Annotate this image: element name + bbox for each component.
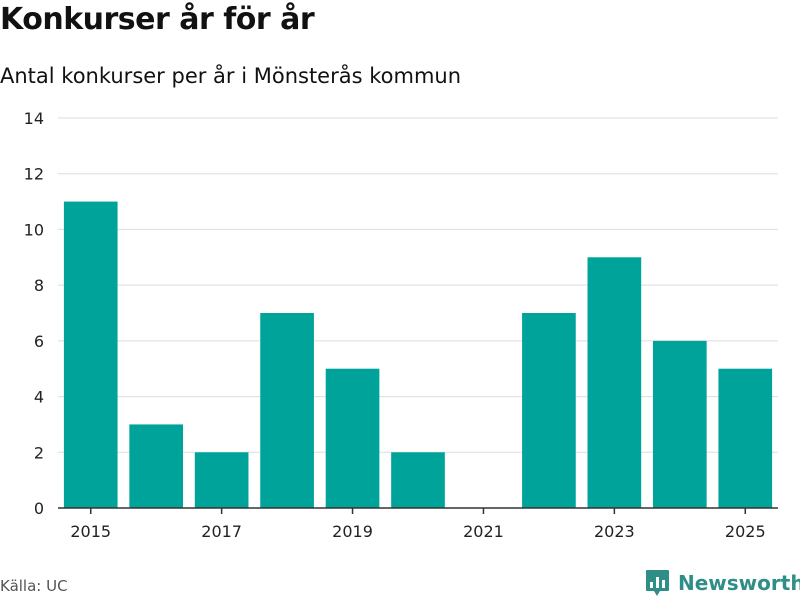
bar-2025 [718,368,773,508]
bar-2024 [652,340,707,508]
bar-2018 [260,313,314,508]
y-tick-label: 14 [24,109,44,128]
bar-2023 [587,257,642,508]
x-tick-label: 2021 [463,522,504,541]
axes [58,507,778,514]
x-tick-label: 2017 [201,522,242,541]
x-tick-label: 2023 [594,522,635,541]
bar-2015 [63,201,118,509]
bars [63,201,773,509]
x-tick-label: 2025 [725,522,766,541]
source-note: Källa: UC [0,577,68,595]
bar-2017 [194,452,249,508]
newsworthy-logo-text: Newsworthy [678,571,800,595]
bar-2016 [129,424,184,508]
x-tick-label: 2015 [70,522,111,541]
tick-labels: 0 2 4 6 8 10 12 14 2015 2017 2019 2021 2023 2025 [24,109,766,541]
newsworthy-logo-icon [646,570,669,596]
bar-2019 [325,368,380,508]
bar-2022 [522,313,576,508]
chart-subtitle: Antal konkurser per år i Mönsterås kommu… [0,64,462,88]
y-tick-label: 10 [24,220,44,239]
y-tick-label: 8 [34,276,44,295]
y-tick-label: 6 [34,332,44,351]
newsworthy-logo: Newsworthy [645,569,800,597]
y-tick-label: 2 [34,443,44,462]
y-tick-label: 0 [34,499,44,518]
y-tick-label: 4 [34,388,44,407]
x-tick-label: 2019 [332,522,373,541]
y-tick-label: 12 [24,165,44,184]
chart-title: Konkurser år för år [0,2,315,37]
bar-2020 [391,452,445,508]
